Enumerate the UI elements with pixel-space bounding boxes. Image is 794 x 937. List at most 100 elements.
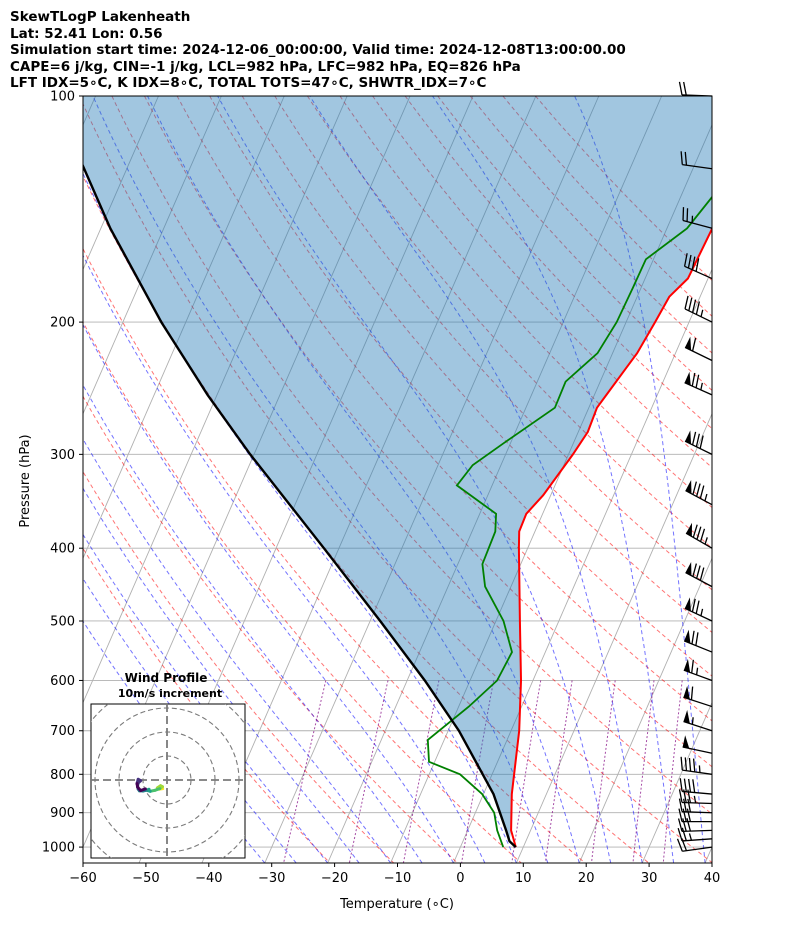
isotherm-gridline xyxy=(83,96,348,704)
dry-adiabat xyxy=(144,96,712,768)
isotherm-gridline xyxy=(515,412,712,863)
time-label: Simulation start time: 2024-12-06_00:00:… xyxy=(10,42,626,58)
axes: −60 −50 −40 −30 −20 −10 0 10 20 30 40 1000 900 800 700… xyxy=(42,90,720,887)
wind-barb xyxy=(680,756,713,775)
wind-barbs xyxy=(676,81,713,852)
y-tick-label: 1000 xyxy=(42,841,75,856)
wind-barb xyxy=(683,629,713,653)
isotherm-gridline xyxy=(264,96,600,863)
cape-shading xyxy=(83,96,712,842)
dry-adiabat xyxy=(274,96,712,591)
wind-barb xyxy=(684,295,713,323)
dry-adiabat xyxy=(339,96,712,509)
moist-adiabat xyxy=(83,384,423,863)
index-params: LFT IDX=5∘C, K IDX=8∘C, TOTAL TOTS=47∘C,… xyxy=(10,75,487,91)
x-tick-label: 40 xyxy=(704,871,721,886)
mixing-ratio-line xyxy=(283,680,327,863)
moist-adiabat xyxy=(147,96,580,863)
moist-adiabat xyxy=(83,254,486,863)
dry-adiabat xyxy=(306,96,712,549)
wind-barb xyxy=(677,818,713,833)
isotherm-gridline xyxy=(453,268,712,863)
hodograph-subtitle: 10m/s increment xyxy=(118,687,222,700)
hodograph-plot xyxy=(91,704,245,858)
hodograph-title: Wind Profile xyxy=(125,671,208,685)
x-tick-label: −40 xyxy=(195,871,222,886)
y-tick-label: 200 xyxy=(50,316,75,331)
x-axis-label: Temperature (∘C) xyxy=(339,897,454,912)
moist-adiabat xyxy=(83,323,454,863)
x-tick-label: −20 xyxy=(321,871,348,886)
dry-adiabat xyxy=(176,96,712,722)
mixing-ratio-line xyxy=(511,680,542,863)
hodograph-trace-segment xyxy=(139,787,147,793)
isotherm-gridline xyxy=(83,96,96,127)
dry-adiabat xyxy=(83,321,522,863)
moist-adiabat xyxy=(432,96,675,863)
x-tick-label: 20 xyxy=(578,871,595,886)
y-tick-label: 500 xyxy=(50,614,75,629)
hodograph-frame xyxy=(90,703,246,859)
mixing-ratio-line xyxy=(662,680,683,863)
wind-barb xyxy=(685,479,713,506)
isotherm-gridline xyxy=(578,557,712,863)
dry-adiabat xyxy=(83,470,395,863)
wind-barb xyxy=(683,658,713,682)
wind-barb xyxy=(685,522,713,549)
y-tick-label: 900 xyxy=(50,806,75,821)
mixing-ratio-line xyxy=(461,680,495,863)
isotherm-gridline xyxy=(83,96,285,560)
wind-barb xyxy=(683,253,713,280)
wind-barb xyxy=(682,735,713,754)
mixing-ratio-line xyxy=(591,680,616,863)
x-tick-label: −10 xyxy=(384,871,411,886)
wind-barb xyxy=(678,81,713,97)
wind-barb xyxy=(684,371,713,396)
x-tick-label: −30 xyxy=(258,871,285,886)
wind-barb xyxy=(682,207,713,229)
dry-adiabat xyxy=(404,96,712,430)
chart-title: SkewTLogP Lakenheath xyxy=(10,9,191,25)
isotherm-gridline xyxy=(641,701,712,863)
location-label: Lat: 52.41 Lon: 0.56 xyxy=(10,25,163,42)
mixing-ratio-line xyxy=(632,680,655,863)
x-tick-label: 0 xyxy=(456,871,464,886)
dry-adiabat xyxy=(469,96,712,354)
y-tick-label: 300 xyxy=(50,448,75,463)
dry-adiabat xyxy=(83,395,458,863)
parcel-profile-line xyxy=(83,163,517,848)
y-tick-label: 700 xyxy=(50,724,75,739)
x-tick-label: −60 xyxy=(69,871,96,886)
wind-barb xyxy=(683,685,713,708)
wind-barb xyxy=(679,778,713,795)
moist-adiabat xyxy=(309,96,643,863)
stability-params: CAPE=6 j/kg, CIN=-1 j/kg, LCL=982 hPa, L… xyxy=(10,58,521,75)
x-tick-label: −50 xyxy=(132,871,159,886)
temperature-line xyxy=(510,227,712,848)
isotherm-gridline xyxy=(83,96,222,415)
moist-adiabat xyxy=(83,438,392,863)
mixing-ratio-line xyxy=(544,680,573,863)
dry-adiabat xyxy=(372,96,712,469)
moist-adiabat xyxy=(92,96,549,863)
mixing-ratio-line xyxy=(348,680,389,863)
dry-adiabat xyxy=(111,96,712,815)
moist-adiabat xyxy=(217,96,612,863)
y-tick-label: 800 xyxy=(50,768,75,783)
y-axis-label: Pressure (hPa) xyxy=(18,434,33,527)
dry-adiabat xyxy=(83,102,712,863)
wind-barb xyxy=(685,561,713,588)
y-tick-label: 400 xyxy=(50,542,75,557)
isotherm-gridline xyxy=(327,96,663,863)
wind-barb xyxy=(678,798,713,814)
dry-adiabat xyxy=(209,96,712,677)
hodograph: Wind Profile 10m/s increment xyxy=(90,671,246,859)
x-tick-label: 30 xyxy=(641,871,658,886)
y-tick-label: 600 xyxy=(50,674,75,689)
dewpoint-line xyxy=(426,195,712,848)
wind-barb xyxy=(683,710,713,732)
wind-barb xyxy=(677,827,713,842)
x-tick-label: 10 xyxy=(515,871,532,886)
moist-adiabat xyxy=(83,620,266,863)
